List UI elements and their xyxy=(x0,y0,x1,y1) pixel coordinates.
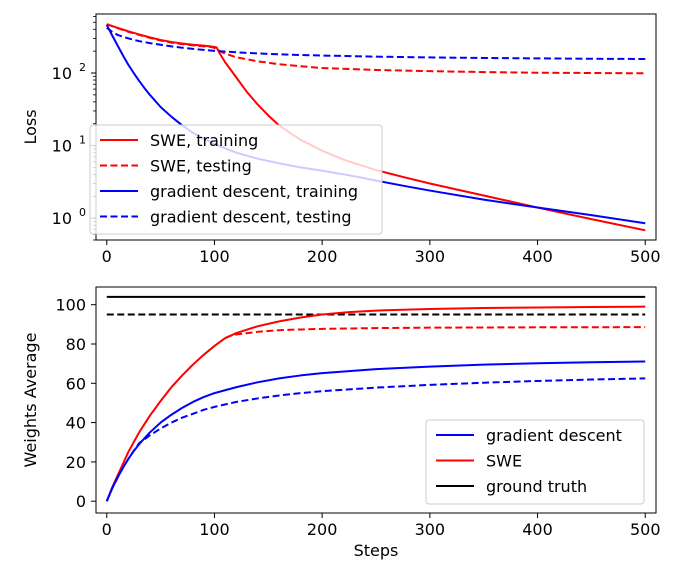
x-tick-label: 400 xyxy=(522,520,553,539)
y-tick-exponent: 1 xyxy=(79,134,86,147)
y-tick-label: 10 xyxy=(52,137,72,156)
y-axis-label: Weights Average xyxy=(21,333,40,468)
x-tick-label: 500 xyxy=(630,247,661,266)
series-line-3 xyxy=(106,26,646,60)
x-tick-label: 500 xyxy=(630,520,661,539)
x-tick-label: 300 xyxy=(415,247,446,266)
legend-label: gradient descent xyxy=(486,426,622,445)
x-tick-label: 200 xyxy=(307,247,338,266)
y-axis-label: Loss xyxy=(21,109,40,144)
x-tick-label: 0 xyxy=(102,247,112,266)
y-tick-label: 60 xyxy=(66,374,86,393)
legend-label: gradient descent, testing xyxy=(150,208,352,227)
legend-box xyxy=(89,124,383,235)
legend-box xyxy=(425,419,645,505)
y-tick-label: 10 xyxy=(52,64,72,83)
legend-label: gradient descent, training xyxy=(150,182,358,201)
y-tick-exponent: 2 xyxy=(79,61,86,74)
weights-average-chart: 0 100 200 300 400 500 0 20 40 60 80 100 Weights Aver… xyxy=(21,286,661,560)
y-tick-exponent: 0 xyxy=(79,206,86,219)
x-tick-label: 200 xyxy=(307,520,338,539)
x-tick-label: 0 xyxy=(102,520,112,539)
y-tick-label: 20 xyxy=(66,453,86,472)
series-line-3 xyxy=(224,326,646,340)
y-tick-label: 40 xyxy=(66,414,86,433)
legend-label: SWE, training xyxy=(150,131,258,150)
x-tick-label: 100 xyxy=(199,520,230,539)
x-tick-label: 100 xyxy=(199,247,230,266)
legend-label: ground truth xyxy=(486,477,587,496)
plot-frame xyxy=(95,286,657,514)
series-line-2 xyxy=(105,305,646,502)
legend-label: SWE xyxy=(486,452,522,471)
y-tick-label: 10 xyxy=(52,209,72,228)
series-line-5 xyxy=(105,377,646,502)
x-tick-label: 300 xyxy=(415,520,446,539)
y-tick-label: 80 xyxy=(66,335,86,354)
y-tick-label: 100 xyxy=(55,296,86,315)
x-axis-label: Steps xyxy=(354,541,399,560)
y-tick-label: 0 xyxy=(76,492,86,511)
legend-label: SWE, testing xyxy=(150,157,252,176)
x-tick-label: 400 xyxy=(522,247,553,266)
